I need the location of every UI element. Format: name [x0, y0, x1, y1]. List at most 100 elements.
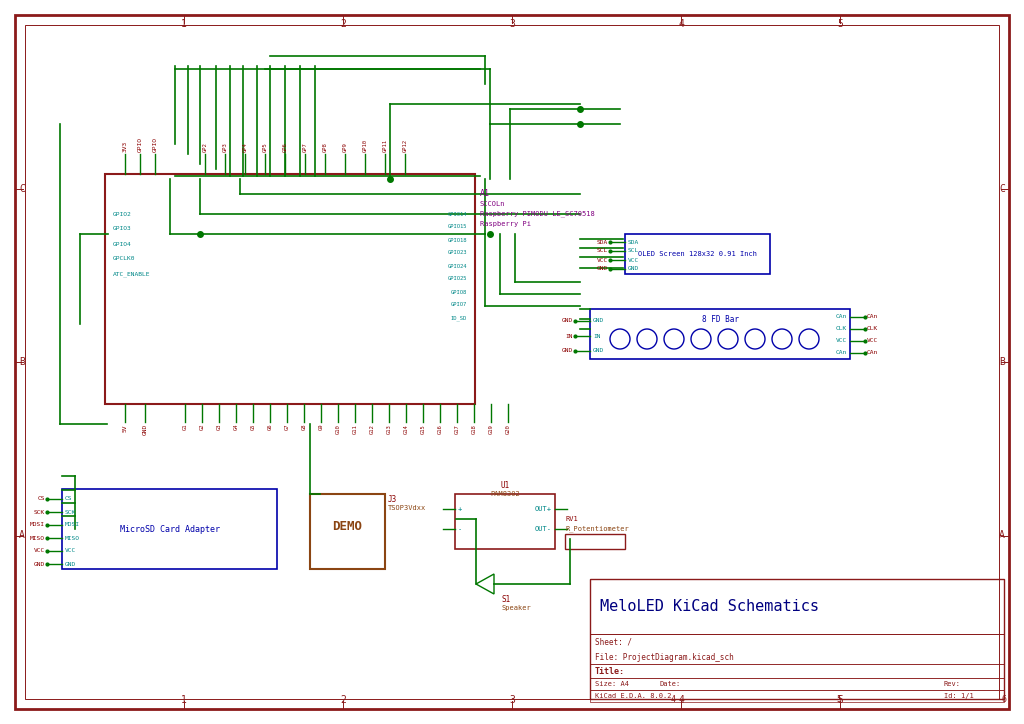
Text: GND: GND — [597, 266, 608, 272]
Text: SDA: SDA — [628, 240, 639, 245]
Text: U1: U1 — [501, 481, 510, 490]
Bar — [590, 678, 1004, 690]
Text: Sheet: /: Sheet: / — [595, 638, 632, 647]
Text: SCK: SCK — [65, 510, 76, 515]
Text: J3: J3 — [388, 494, 397, 503]
Text: MOSI: MOSI — [65, 523, 80, 528]
Text: VCC: VCC — [867, 339, 879, 343]
Text: GPIO23: GPIO23 — [447, 251, 467, 256]
Text: GPIO4: GPIO4 — [113, 242, 132, 246]
Text: CLK: CLK — [867, 327, 879, 332]
Bar — [455, 494, 555, 549]
Text: IN: IN — [593, 334, 600, 339]
Text: GPIO7: GPIO7 — [451, 303, 467, 308]
Text: GND: GND — [593, 319, 604, 324]
Text: VCC: VCC — [836, 339, 847, 343]
Text: 2: 2 — [340, 19, 346, 29]
Text: G5: G5 — [251, 424, 256, 431]
Text: GPIO14: GPIO14 — [447, 211, 467, 216]
Text: R_Potentiometer: R_Potentiometer — [565, 526, 629, 532]
Text: GP2: GP2 — [203, 142, 208, 152]
Text: Rev:: Rev: — [944, 681, 961, 687]
Text: GPIO24: GPIO24 — [447, 264, 467, 269]
Text: MeloLED KiCad Schematics: MeloLED KiCad Schematics — [600, 599, 819, 614]
Bar — [590, 690, 1004, 702]
Text: TSOP3Vdxx: TSOP3Vdxx — [388, 505, 426, 511]
Text: GPIO15: GPIO15 — [447, 224, 467, 230]
Text: VCC: VCC — [65, 549, 76, 554]
Text: GPIO2: GPIO2 — [113, 211, 132, 216]
Text: SCCOLn: SCCOLn — [480, 201, 506, 207]
Text: GPCLK0: GPCLK0 — [113, 256, 135, 261]
Text: GP5: GP5 — [262, 142, 267, 152]
Text: 5: 5 — [836, 695, 841, 704]
Text: GND: GND — [142, 424, 147, 435]
Text: B: B — [19, 357, 25, 367]
Text: 4: 4 — [678, 19, 684, 29]
Text: GP6: GP6 — [283, 142, 288, 152]
Text: C: C — [19, 183, 25, 193]
Text: CS: CS — [65, 497, 73, 502]
Text: MISO: MISO — [65, 536, 80, 541]
Text: 1: 1 — [181, 19, 187, 29]
Text: GPIO3: GPIO3 — [113, 227, 132, 232]
Text: ATC_ENABLE: ATC_ENABLE — [113, 272, 151, 277]
Text: G20: G20 — [506, 424, 511, 434]
Bar — [62, 489, 278, 569]
Text: GPIO18: GPIO18 — [447, 237, 467, 243]
Text: A1: A1 — [480, 190, 490, 198]
Text: SDA: SDA — [597, 240, 608, 245]
Text: MISO: MISO — [30, 536, 45, 541]
Text: 3: 3 — [509, 695, 515, 705]
Text: GP10: GP10 — [362, 139, 368, 152]
Text: GPIO: GPIO — [153, 137, 158, 152]
Bar — [590, 634, 1004, 664]
Bar — [565, 534, 625, 549]
Text: GND: GND — [593, 348, 604, 353]
Text: VCC: VCC — [628, 258, 639, 263]
Text: 5: 5 — [837, 19, 843, 29]
Text: SCL: SCL — [597, 248, 608, 253]
Text: MicroSD Card Adapter: MicroSD Card Adapter — [120, 524, 219, 534]
Text: GP11: GP11 — [383, 139, 387, 152]
Text: GPIO8: GPIO8 — [451, 290, 467, 295]
Text: G19: G19 — [488, 424, 494, 434]
Text: Size: A4: Size: A4 — [595, 681, 629, 687]
Text: OUT+: OUT+ — [535, 506, 552, 512]
Text: G10: G10 — [336, 424, 341, 434]
Text: G16: G16 — [437, 424, 442, 434]
Text: CAn: CAn — [836, 314, 847, 319]
Text: -: - — [458, 526, 462, 532]
Text: G2: G2 — [200, 424, 205, 431]
Text: GP7: GP7 — [302, 142, 307, 152]
Text: G12: G12 — [370, 424, 375, 434]
Text: G3: G3 — [216, 424, 221, 431]
Bar — [590, 309, 850, 359]
Text: G4: G4 — [233, 424, 239, 431]
Text: G9: G9 — [318, 424, 324, 431]
Text: Raspberry PIMODU LE_SC70518: Raspberry PIMODU LE_SC70518 — [480, 211, 595, 217]
Text: 2: 2 — [340, 695, 346, 705]
Text: Raspberry Pi: Raspberry Pi — [480, 221, 531, 227]
Text: G1: G1 — [182, 424, 187, 431]
Text: 1: 1 — [181, 695, 187, 705]
Text: DEMO: DEMO — [333, 520, 362, 533]
Text: GND: GND — [65, 562, 76, 566]
Text: GND: GND — [562, 319, 573, 324]
Text: PAM8302: PAM8302 — [490, 491, 520, 497]
Text: RV1: RV1 — [565, 516, 578, 522]
Text: SCK: SCK — [34, 510, 45, 515]
Bar — [590, 579, 1004, 634]
Text: GP4: GP4 — [243, 142, 248, 152]
Text: S1: S1 — [501, 594, 510, 604]
Text: 3: 3 — [509, 19, 515, 29]
Text: GP8: GP8 — [323, 142, 328, 152]
Text: G6: G6 — [267, 424, 272, 431]
Text: G15: G15 — [421, 424, 426, 434]
Text: 3V3: 3V3 — [123, 140, 128, 152]
Text: GP3: GP3 — [222, 142, 227, 152]
Text: CS: CS — [38, 497, 45, 502]
Bar — [590, 664, 1004, 678]
Text: OUT-: OUT- — [535, 526, 552, 532]
Text: GPIO25: GPIO25 — [447, 277, 467, 282]
